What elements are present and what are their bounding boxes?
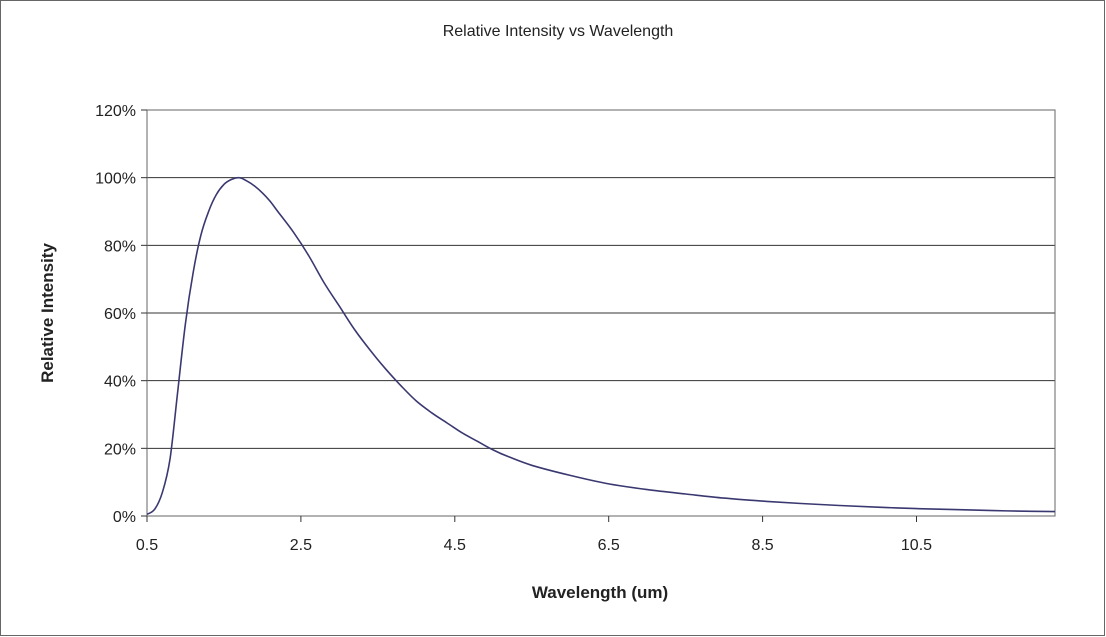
y-tick-label: 120% [95,103,136,120]
chart-title: Relative Intensity vs Wavelength [443,23,674,40]
x-tick-label: 10.5 [901,537,932,554]
gridlines [147,177,1055,449]
x-tick-label: 6.5 [598,537,620,554]
x-axis-ticks: 0.5 2.5 4.5 6.5 8.5 10.5 [136,516,932,554]
x-axis-label: Wavelength (um) [532,583,668,602]
y-tick-label: 40% [104,374,136,391]
y-tick-label: 20% [104,441,136,458]
y-tick-label: 0% [113,509,136,526]
y-tick-label: 80% [104,238,136,255]
x-tick-label: 2.5 [290,537,312,554]
x-tick-label: 4.5 [444,537,466,554]
y-axis-label: Relative Intensity [38,243,57,383]
x-tick-label: 0.5 [136,537,158,554]
y-tick-label: 100% [95,171,136,188]
series-layer [146,176,1056,516]
x-tick-label: 8.5 [751,537,773,554]
y-axis-ticks: 0% 20% 40% 60% 80% 100% 120% [95,103,147,526]
y-tick-label: 60% [104,306,136,323]
series-line [146,176,1056,516]
